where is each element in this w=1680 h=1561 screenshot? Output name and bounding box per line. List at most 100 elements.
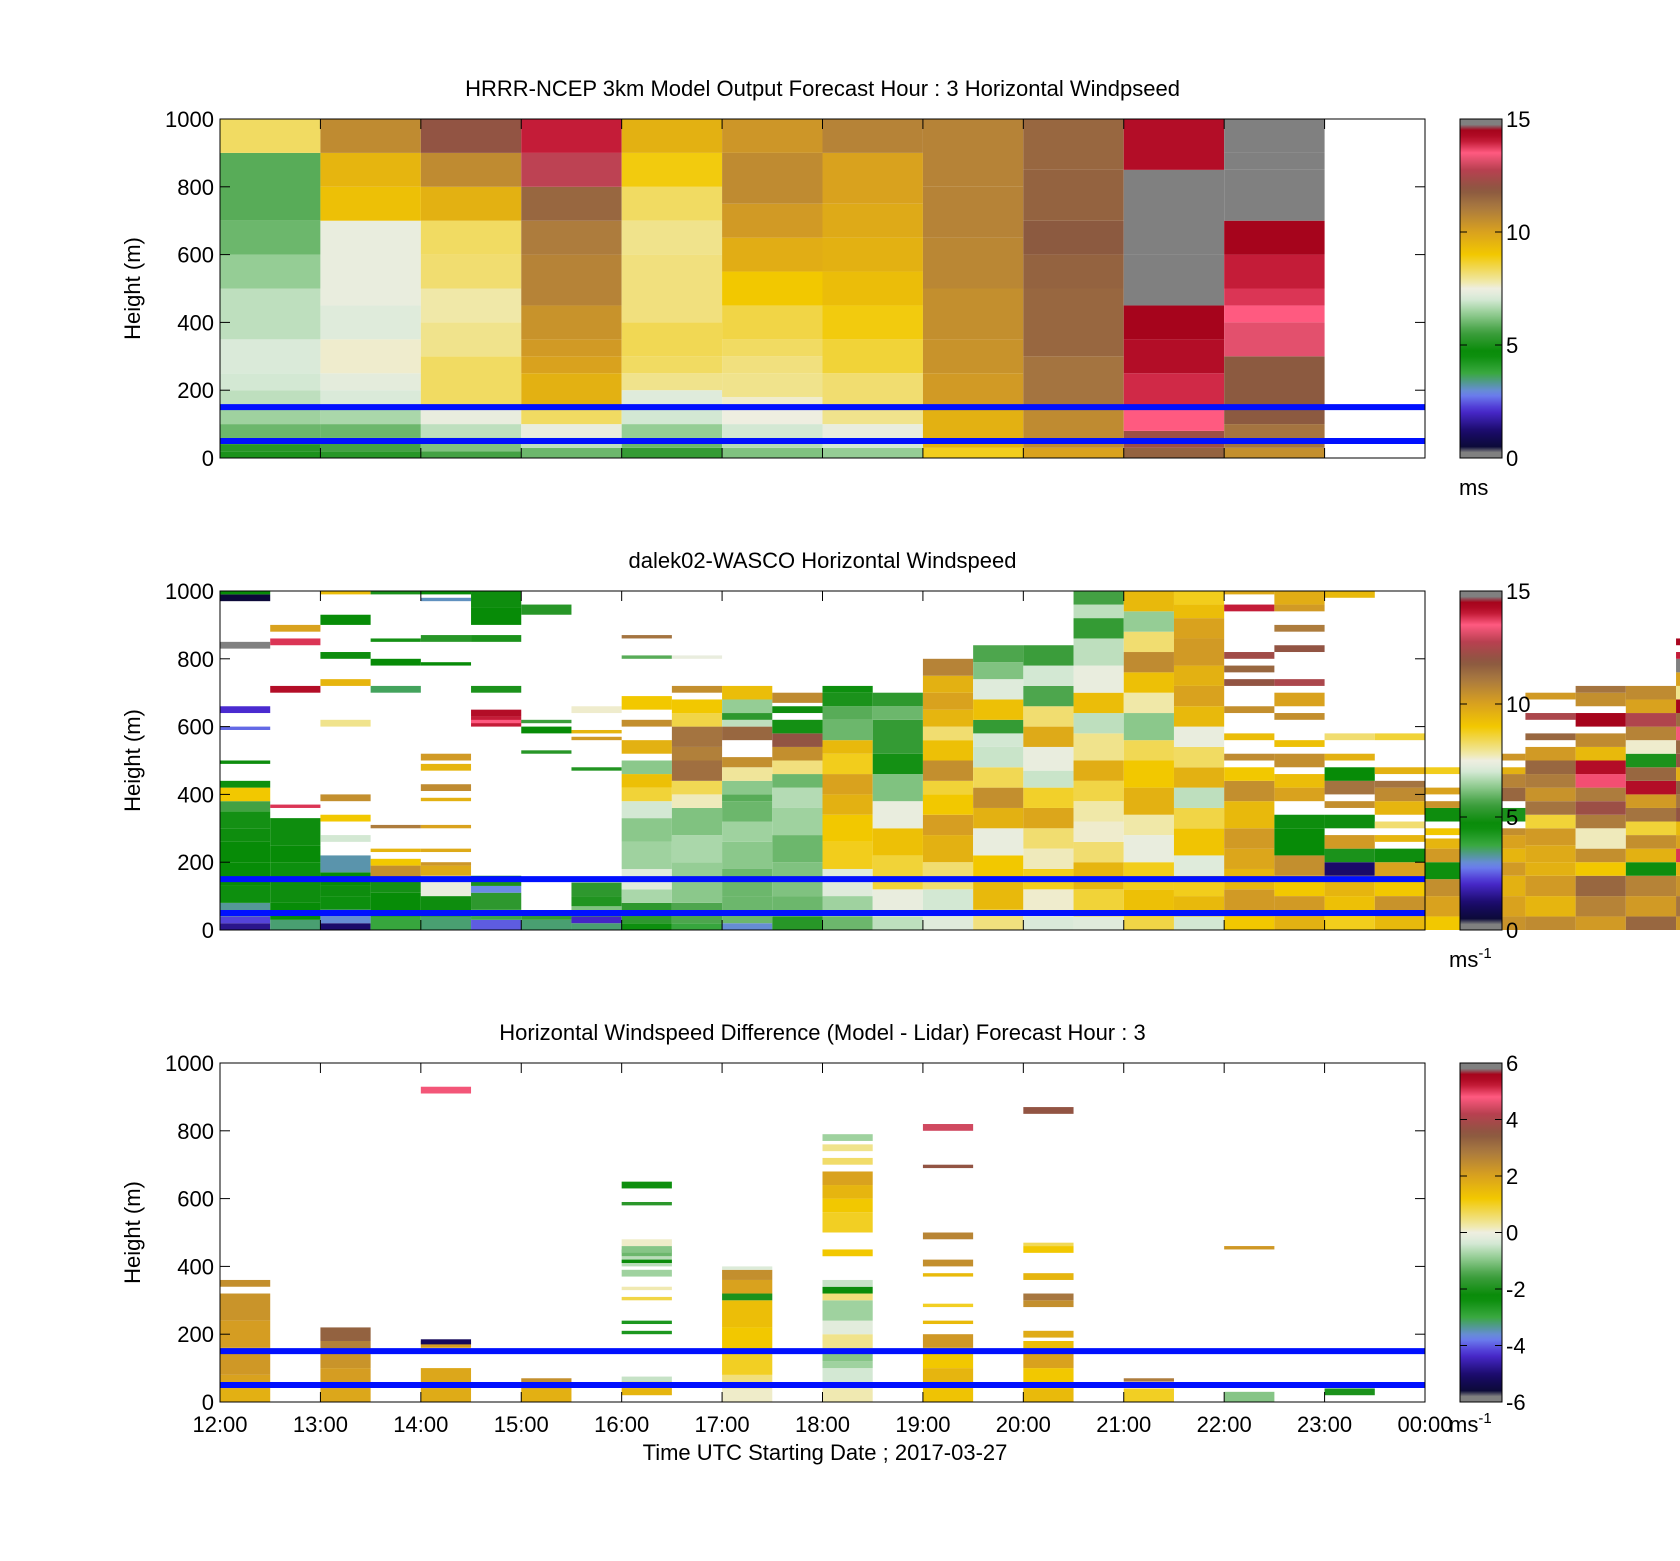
heatmap-cell [1224,679,1275,686]
heatmap-cell [1173,685,1225,707]
heatmap-cell [822,271,923,306]
heatmap-cell [1374,767,1425,775]
heatmap-cell [471,885,522,893]
heatmap-cell [621,356,723,374]
heatmap-cell [722,119,823,153]
colorbar-tick-label: 6 [1506,1051,1518,1076]
heatmap-cell [320,1351,371,1369]
heatmap-cell [1676,862,1680,876]
heatmap-cell [1123,814,1174,836]
heatmap-cell [1173,604,1225,619]
heatmap-cell [320,186,421,221]
heatmap-cell [621,447,723,458]
heatmap-cell [521,119,622,153]
heatmap-cell [1374,821,1425,829]
heatmap-cell [822,719,873,741]
heatmap-cell [220,780,271,788]
heatmap-cell [471,919,522,930]
heatmap-cell [722,801,773,822]
heatmap-cell [822,1134,873,1141]
heatmap-cell [922,1124,974,1131]
heatmap-cell [1525,828,1576,846]
heatmap-cell [370,824,421,829]
heatmap-cell [621,390,723,408]
heatmap-cell [973,679,1024,700]
heatmap-cell [370,865,421,880]
heatmap-cell [1224,828,1275,849]
heatmap-cell [1123,787,1174,815]
y-tick-label: 600 [177,1187,214,1212]
heatmap-cell [320,855,371,873]
heatmap-cell [1274,591,1325,605]
heatmap-cell [621,655,672,659]
heatmap-cell [1023,726,1074,747]
heatmap-cell [1575,787,1626,802]
heatmap-cell [621,407,723,425]
heatmap-cell [822,1249,873,1257]
heatmap-cell [722,841,773,869]
heatmap-cell [1123,835,1174,863]
heatmap-cell [1023,1340,1074,1352]
heatmap-cell [1676,794,1680,808]
heatmap-cell [1274,604,1325,612]
heatmap-cell [1676,726,1680,741]
colorbar-unit-label: ms [1459,475,1488,500]
heatmap-cell [1123,740,1174,761]
heatmap-cell [220,451,321,458]
heatmap-cell [220,641,271,649]
heatmap-cell [220,594,271,602]
y-tick-label: 600 [177,243,214,268]
heatmap-cell [1374,879,1425,897]
heatmap-cell [1073,862,1124,890]
heatmap-cell [1123,760,1174,788]
y-tick-label: 0 [202,1390,214,1415]
heatmap-cell [1073,604,1124,619]
heatmap-cell [320,373,421,391]
heatmap-cell [320,407,421,425]
heatmap-cell [1224,119,1325,153]
heatmap-cell [1224,424,1325,448]
heatmap-cell [922,447,1024,458]
heatmap-cell [922,1388,974,1402]
heatmap-cell [922,1259,974,1267]
colorbar-tick-label: 5 [1506,805,1518,830]
heatmap-cell [621,220,723,255]
heatmap-cell [521,726,572,734]
heatmap-cell [722,339,823,357]
heatmap-cell [973,645,1024,663]
x-tick-label: 14:00 [393,1412,448,1437]
heatmap-cell [922,288,1024,340]
heatmap-cell [1173,767,1225,788]
heatmap-cell [320,896,371,910]
heatmap-cell [1676,780,1680,795]
heatmap-cell [621,1286,672,1291]
colorbar-tick-label: 0 [1506,918,1518,943]
heatmap-cell [420,322,522,357]
heatmap-cell [220,407,321,425]
heatmap-cell [270,818,321,846]
heatmap-cell [822,794,873,815]
heatmap-cell [370,658,421,666]
heatmap-cell [1274,624,1325,632]
heatmap-cell [1173,855,1225,876]
heatmap-cell [471,685,522,693]
heatmap-cell [822,1286,873,1294]
heatmap-cell [621,818,672,842]
heatmap-cell [621,760,672,775]
heatmap-cell [922,1164,974,1169]
heatmap-cell [822,424,923,438]
heatmap-cell [1575,713,1626,727]
heatmap-cell [722,396,823,408]
heatmap-cell [320,1388,371,1402]
heatmap-cell [220,424,321,438]
heatmap-cell [1224,652,1275,659]
heatmap-cell [1425,828,1476,836]
heatmap-cell [772,787,823,808]
heatmap-cell [822,407,923,425]
heatmap-cell [1575,828,1626,849]
heatmap-cell [1023,665,1074,686]
heatmap-cell [521,152,622,187]
heatmap-cell [220,726,271,730]
heatmap-cell [1224,848,1275,869]
heatmap-cell [922,119,1024,187]
